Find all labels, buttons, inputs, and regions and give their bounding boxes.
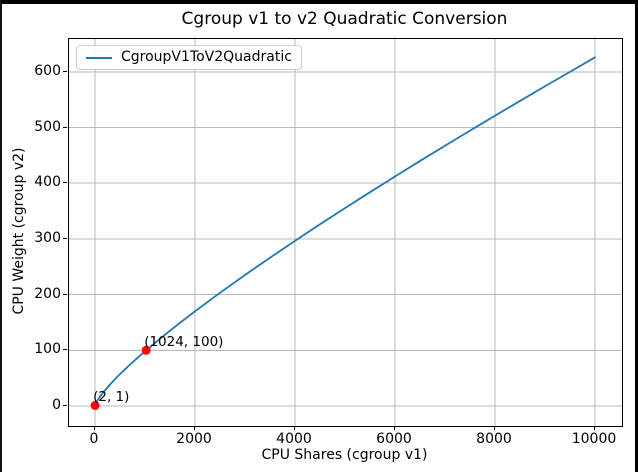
x-tick-label: 2000	[176, 431, 212, 447]
plot-area: CgroupV1ToV2Quadratic (2, 1) (1024, 100)	[68, 38, 623, 427]
x-axis-label: CPU Shares (cgroup v1)	[261, 447, 428, 463]
y-tick-mark	[63, 182, 67, 184]
point-annotation: (1024, 100)	[144, 334, 224, 351]
y-tick-mark	[63, 126, 67, 128]
y-tick-label: 500	[34, 118, 61, 135]
x-tick-mark	[294, 426, 295, 430]
y-axis-label: CPU Weight (cgroup v2)	[11, 147, 27, 315]
x-tick-mark	[394, 426, 395, 430]
x-tick-label: 4000	[276, 431, 312, 447]
legend-series-label: CgroupV1ToV2Quadratic	[121, 49, 292, 65]
x-tick-label: 6000	[376, 431, 412, 447]
legend[interactable]: CgroupV1ToV2Quadratic	[76, 45, 302, 70]
y-tick-mark	[63, 237, 67, 239]
y-tick-label: 0	[52, 396, 61, 413]
y-tick-mark	[63, 404, 67, 406]
x-tick-mark	[494, 426, 495, 430]
x-tick-label: 8000	[476, 431, 512, 447]
y-tick-mark	[63, 293, 67, 295]
y-tick-label: 200	[34, 285, 61, 302]
x-tick-label: 10000	[571, 431, 617, 447]
plot-canvas	[69, 39, 622, 426]
y-tick-label: 100	[34, 341, 61, 358]
x-tick-label: 0	[89, 431, 99, 447]
window-border-left	[0, 0, 2, 472]
window-border-top	[0, 0, 638, 4]
point-annotation: (2, 1)	[93, 389, 130, 406]
y-tick-label: 300	[34, 229, 61, 246]
annotated-point-marker	[90, 400, 100, 410]
y-tick-mark	[63, 70, 67, 72]
annotated-point-marker	[141, 345, 151, 355]
x-tick-mark	[594, 426, 595, 430]
y-tick-label: 600	[34, 62, 61, 79]
x-tick-mark	[94, 426, 95, 430]
x-tick-mark	[194, 426, 195, 430]
chart-title: Cgroup v1 to v2 Quadratic Conversion	[181, 9, 508, 29]
window-border-right	[635, 0, 638, 472]
y-tick-label: 400	[34, 174, 61, 191]
series-line	[94, 56, 596, 407]
legend-line-sample	[86, 56, 112, 59]
y-tick-mark	[63, 349, 67, 351]
